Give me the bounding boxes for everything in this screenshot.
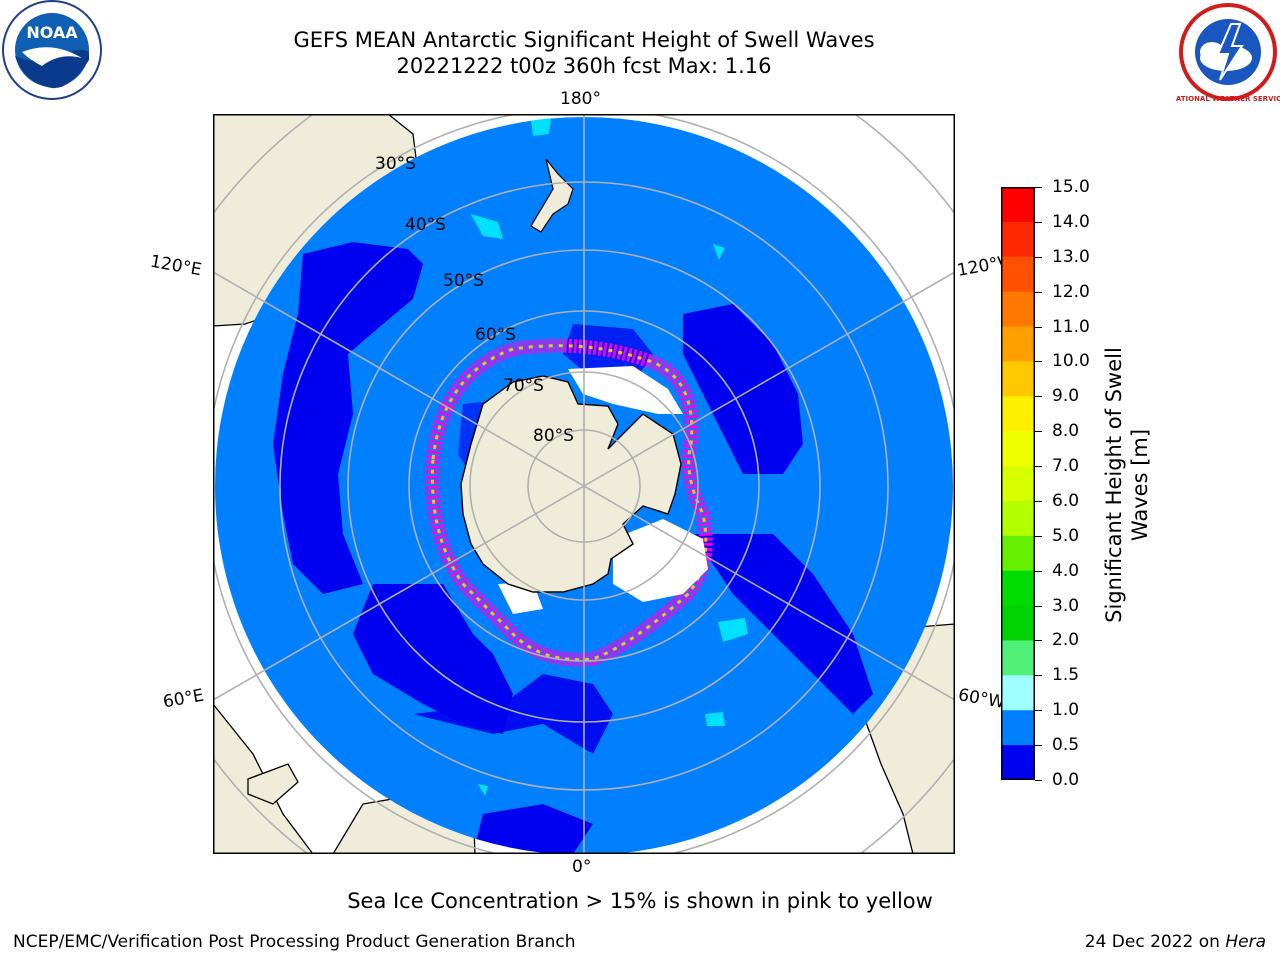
map-title: GEFS MEAN Antarctic Significant Height o… <box>293 28 875 52</box>
lon-label-120e: 120°E <box>148 251 204 281</box>
colorbar-segment <box>1001 361 1035 397</box>
colorbar-tick-mark <box>1035 326 1042 328</box>
colorbar-tick-mark <box>1035 710 1042 712</box>
colorbar-tick-mark <box>1035 500 1042 502</box>
colorbar-segment <box>1001 710 1035 746</box>
colorbar-segment <box>1001 466 1035 502</box>
noaa-logo: NOAA <box>2 0 102 100</box>
colorbar-segment <box>1001 396 1035 432</box>
colorbar-tick-mark <box>1035 256 1042 258</box>
colorbar-tick-label: 1.0 <box>1052 700 1080 721</box>
noaa-logo-text: NOAA <box>26 23 78 42</box>
colorbar-tick-mark <box>1035 431 1042 433</box>
colorbar-segment <box>1001 500 1035 537</box>
colorbar-tick-label: 4.0 <box>1052 560 1080 581</box>
lat-label-40s: 40°S <box>405 215 446 235</box>
colorbar-segment <box>1001 570 1035 607</box>
lat-label-80s: 80°S <box>533 426 574 446</box>
latitude-labels: 30°S 40°S 50°S 60°S 70°S 80°S <box>375 154 574 446</box>
lon-label-180: 180° <box>560 89 601 109</box>
colorbar-tick-mark <box>1035 466 1042 468</box>
colorbar-tick-label: 14.0 <box>1052 211 1090 232</box>
colorbar-tick-mark <box>1035 780 1042 781</box>
colorbar-tick-label: 15.0 <box>1052 177 1090 197</box>
colorbar-tick-label: 10.0 <box>1052 351 1090 372</box>
moderate-swell-patches <box>471 118 748 796</box>
ice-area-ross <box>568 366 683 414</box>
colorbar-tick-mark <box>1035 640 1042 642</box>
colorbar-tick-mark <box>1035 535 1042 537</box>
colorbar-tick-label: 0.5 <box>1052 735 1080 756</box>
colorbar-segment <box>1001 640 1035 676</box>
colorbar-tick-label: 7.0 <box>1052 456 1080 477</box>
colorbar-tick-label: 1.5 <box>1052 665 1080 686</box>
sea-ice-edge-highlight <box>430 344 708 662</box>
footer-date: 24 Dec 2022 on Hera <box>1085 932 1266 952</box>
colorbar-segment <box>1001 256 1035 293</box>
sea-ice-note: Sea Ice Concentration > 15% is shown in … <box>347 889 933 913</box>
footer-credit: NCEP/EMC/Verification Post Processing Pr… <box>13 932 576 952</box>
footer-date-text: 24 Dec 2022 on <box>1084 932 1220 952</box>
colorbar-tick-mark <box>1035 221 1042 223</box>
colorbar-tick-label: 5.0 <box>1052 525 1080 546</box>
colorbar-tick-mark <box>1035 570 1042 572</box>
colorbar-tick-mark <box>1035 361 1042 363</box>
map-frame <box>213 114 955 854</box>
colorbar-tick-mark <box>1035 291 1042 293</box>
colorbar-tick-label: 0.0 <box>1052 770 1080 790</box>
colorbar-segment <box>1001 326 1035 362</box>
graticule <box>213 114 955 854</box>
colorbar-tick-mark <box>1035 605 1042 607</box>
colorbar <box>1001 187 1035 780</box>
antarctica <box>460 375 682 593</box>
colorbar-tick-label: 13.0 <box>1052 246 1090 267</box>
colorbar-tick-label: 6.0 <box>1052 490 1080 511</box>
colorbar-segment <box>1001 431 1035 467</box>
map-subtitle: 20221222 t00z 360h fcst Max: 1.16 <box>396 54 772 78</box>
colorbar-tick-label: 8.0 <box>1052 421 1080 442</box>
colorbar-tick-label: 2.0 <box>1052 630 1080 651</box>
lon-label-0: 0° <box>572 857 592 877</box>
colorbar-tick-label: 12.0 <box>1052 281 1090 302</box>
colorbar-tick-mark <box>1035 745 1042 747</box>
colorbar-tick-label: 3.0 <box>1052 595 1080 616</box>
colorbar-segment <box>1001 745 1035 780</box>
colorbar-tick-mark <box>1035 187 1042 188</box>
colorbar-tick-label: 9.0 <box>1052 386 1080 407</box>
colorbar-segment <box>1001 221 1035 258</box>
lat-label-70s: 70°S <box>503 376 544 396</box>
colorbar-tick-label: 11.0 <box>1052 316 1090 337</box>
footer-machine: Hera <box>1225 932 1266 952</box>
lat-label-50s: 50°S <box>443 271 484 291</box>
colorbar-tick-mark <box>1035 396 1042 398</box>
colorbar-tick-mark <box>1035 675 1042 677</box>
lat-label-30s: 30°S <box>375 154 416 174</box>
nws-logo: NATIONAL WEATHER SERVICE <box>1176 3 1280 103</box>
colorbar-segment <box>1001 535 1035 572</box>
map-plot: 30°S 40°S 50°S 60°S 70°S 80°S <box>213 114 955 854</box>
colorbar-segment <box>1001 605 1035 641</box>
new-zealand <box>530 158 574 233</box>
colorbar-segment <box>1001 291 1035 328</box>
colorbar-segment <box>1001 187 1035 223</box>
lon-label-60w: 60°W <box>956 685 1007 713</box>
colorbar-segment <box>1001 675 1035 711</box>
lon-label-60e: 60°E <box>161 685 206 713</box>
colorbar-label-text: Significant Height of Swell Waves [m] <box>1102 347 1152 623</box>
lat-label-60s: 60°S <box>475 325 516 345</box>
nws-logo-text: NATIONAL WEATHER SERVICE <box>1176 95 1280 103</box>
